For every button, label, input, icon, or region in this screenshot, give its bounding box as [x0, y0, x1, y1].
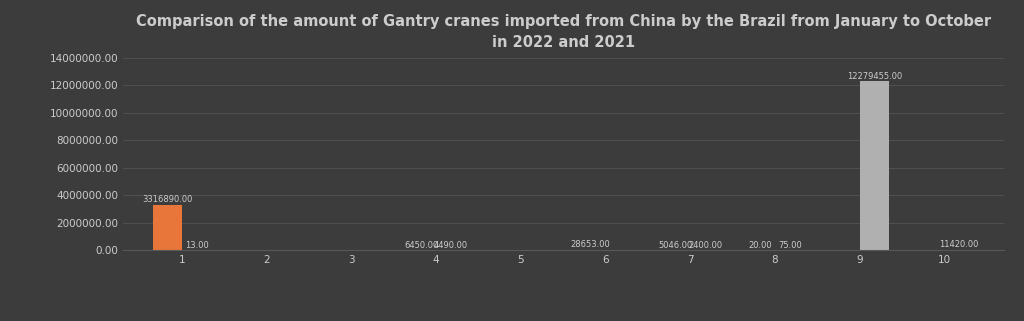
Text: 5046.00: 5046.00 [658, 240, 692, 249]
Text: 2400.00: 2400.00 [688, 240, 722, 249]
Text: 13.00: 13.00 [185, 241, 209, 250]
Text: 4490.00: 4490.00 [434, 240, 468, 249]
Text: 20.00: 20.00 [749, 241, 772, 250]
Text: 6450.00: 6450.00 [404, 240, 438, 249]
Text: 3316890.00: 3316890.00 [142, 195, 193, 204]
Text: 75.00: 75.00 [778, 241, 802, 250]
Bar [153, 205, 182, 250]
Text: 12279455.00: 12279455.00 [847, 72, 902, 81]
Bar [859, 82, 889, 250]
Text: 28653.00: 28653.00 [570, 240, 610, 249]
Title: Comparison of the amount of Gantry cranes imported from China by the Brazil from: Comparison of the amount of Gantry crane… [135, 14, 991, 50]
Text: 11420.00: 11420.00 [939, 240, 979, 249]
